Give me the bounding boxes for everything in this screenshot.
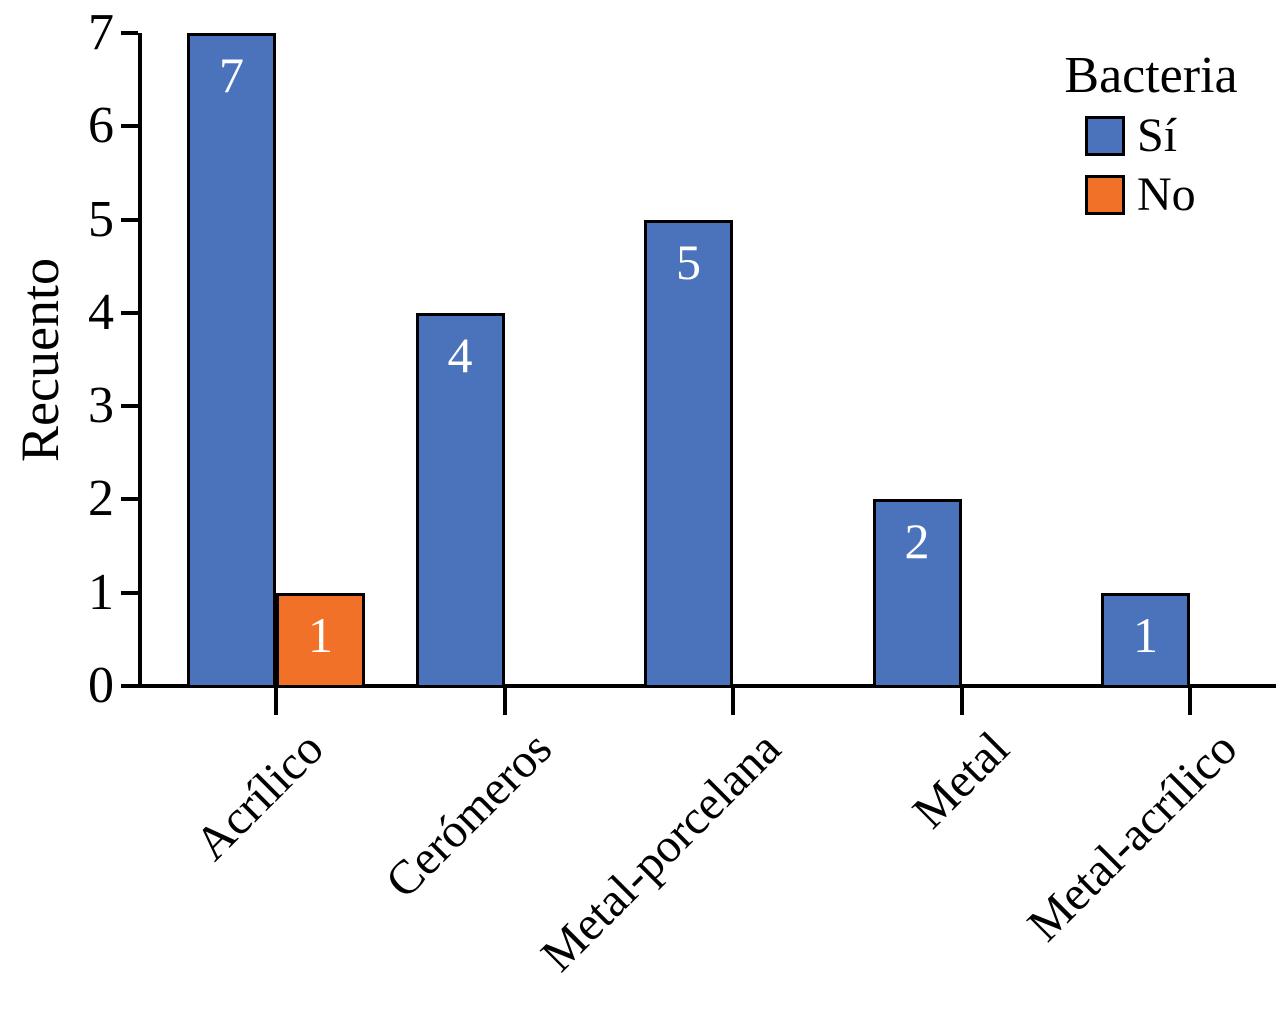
bar-value-label: 1 [1133,606,1158,663]
x-tick-mark [1188,688,1192,715]
legend-label: No [1137,168,1196,221]
bar-value-label: 4 [447,326,473,383]
legend-swatch-icon [1085,116,1125,156]
y-tick-label: 1 [88,563,114,621]
y-tick-label: 0 [88,657,114,714]
y-axis-line [138,33,142,688]
x-category-label: Acrílico [184,721,334,871]
y-tick-mark [121,590,138,595]
y-tick-mark [121,217,138,222]
legend-label: Sí [1137,109,1178,162]
bar-value-label: 7 [219,46,244,103]
y-tick-mark [121,404,138,409]
legend-title: Bacteria [1064,47,1238,104]
y-tick-mark [121,497,138,502]
y-tick-mark [121,684,138,688]
legend-item-Sí: Sí [1085,112,1256,160]
legend: Bacteria Sí No [1046,48,1256,219]
legend-item-No: No [1085,171,1256,219]
y-tick-mark [121,310,138,315]
y-tick-mark [121,30,138,35]
bar-value-label: 5 [676,233,701,290]
legend-swatch-icon [1085,175,1125,215]
y-tick-label: 7 [88,3,114,61]
bar-value-label: 2 [904,513,930,570]
x-category-label: Metal [902,721,1019,839]
x-tick-mark [731,688,735,715]
y-tick-label: 5 [88,190,114,248]
x-tick-mark [502,688,507,715]
bar-Sí-Acrílico [187,32,276,688]
bar-Sí-Metal-acrílico [1101,592,1190,688]
bar-Sí-Cerómeros [415,312,505,688]
bar-Sí-Metal [872,499,962,688]
x-tick-mark [274,688,278,715]
x-category-label: Metal-acrílico [1017,721,1248,952]
y-tick-label: 3 [88,377,114,435]
x-tick-mark [959,688,964,715]
x-category-label: Metal-porcelana [530,721,791,982]
y-tick-mark [121,124,138,129]
legend-items: Sí No [1046,112,1256,219]
bar-value-label: 1 [308,606,333,663]
y-tick-label: 2 [88,470,114,528]
y-tick-label: 4 [88,283,114,341]
x-category-label: Cerómeros [375,721,562,909]
bar-Sí-Metal-porcelana [644,219,733,688]
y-tick-label: 6 [88,97,114,155]
bar-No-Acrílico [276,592,365,688]
